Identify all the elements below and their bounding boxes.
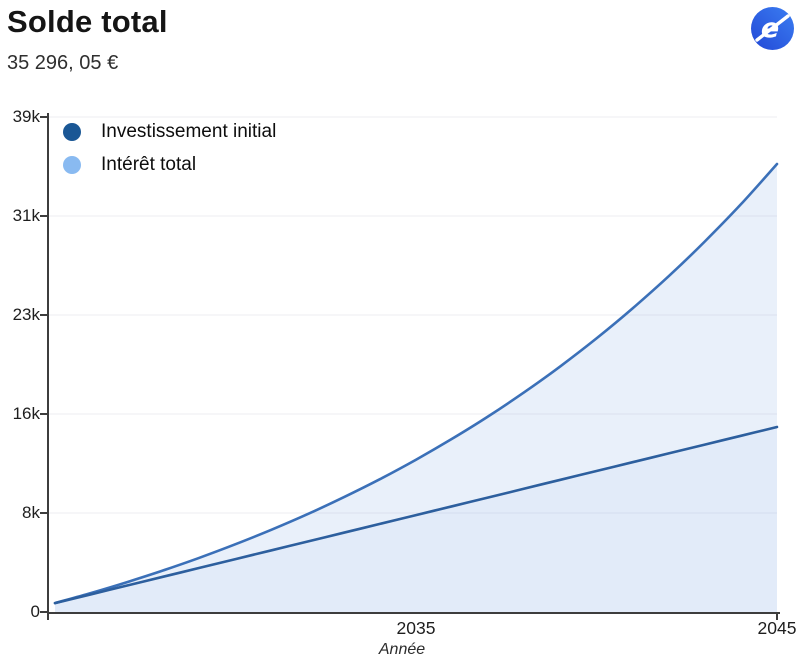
y-axis-tick-label: 23k bbox=[12, 305, 40, 324]
y-axis-tick-label: 31k bbox=[12, 206, 40, 225]
x-axis-title: Année bbox=[378, 641, 426, 658]
legend-item-investment[interactable]: Investissement initial bbox=[63, 121, 276, 143]
card-header: Solde total 35 296, 05 € bbox=[7, 4, 168, 75]
brand-logo-icon: e bbox=[751, 7, 794, 50]
total-balance-value: 35 296, 05 € bbox=[7, 52, 119, 74]
y-axis-tick-label: 16k bbox=[12, 404, 40, 423]
grid-lines bbox=[49, 116, 777, 514]
tick-marks bbox=[40, 116, 778, 620]
chart-legend: Investissement initial Intérêt total bbox=[63, 121, 276, 176]
y-axis-tick-label: 8k bbox=[22, 503, 40, 522]
axes bbox=[47, 113, 780, 614]
legend-label: Investissement initial bbox=[101, 121, 277, 142]
y-axis-tick-label: 0 bbox=[30, 602, 40, 621]
investment-area bbox=[55, 427, 777, 612]
investment-legend-dot-icon bbox=[63, 123, 81, 141]
x-axis-tick-label: 2035 bbox=[396, 618, 436, 638]
y-axis-tick-label: 39k bbox=[12, 107, 40, 126]
investment-line bbox=[53, 425, 779, 605]
total-balance-line bbox=[53, 162, 779, 605]
interest-legend-dot-icon bbox=[63, 156, 81, 174]
interest-area bbox=[55, 164, 777, 604]
legend-item-interest[interactable]: Intérêt total bbox=[63, 154, 276, 176]
legend-label: Intérêt total bbox=[101, 154, 197, 175]
x-axis-tick-label: 2045 bbox=[757, 618, 797, 638]
page-title: Solde total bbox=[7, 4, 168, 39]
logo-letter: e bbox=[761, 13, 779, 44]
